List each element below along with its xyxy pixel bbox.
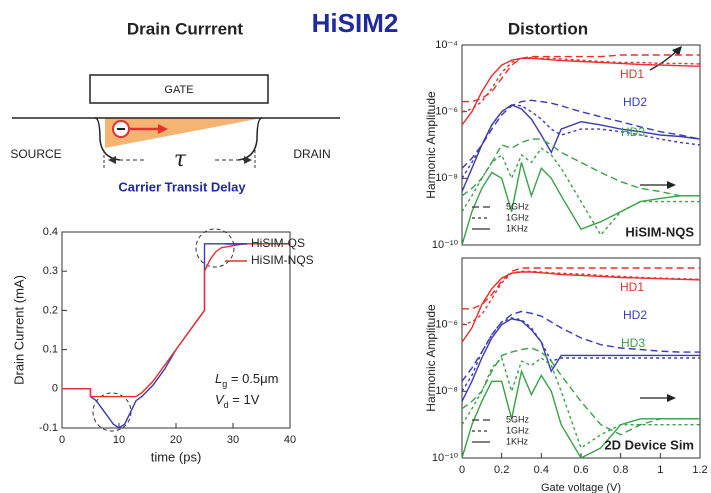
legend-label: 1KHz <box>506 223 529 233</box>
series-line <box>462 54 700 103</box>
y-tick-label: 0.1 <box>43 344 58 356</box>
x-tick-label: 1 <box>657 464 663 476</box>
x-tick-label: 0.6 <box>573 464 588 476</box>
series-line <box>62 243 290 429</box>
right-title: Distortion <box>508 19 588 38</box>
annotation-part: L <box>215 371 222 386</box>
left-title: Drain Currrent <box>127 19 244 38</box>
y-tick-label: 10⁻⁸ <box>435 385 458 397</box>
y-tick-label: 10⁻⁶ <box>435 106 458 118</box>
legend-label: HiSIM-QS <box>251 236 305 250</box>
drain-label: DRAIN <box>293 147 330 161</box>
series-line <box>461 347 700 436</box>
axis-arrow-head <box>667 181 676 189</box>
series-line <box>461 318 700 402</box>
plot-frame <box>461 44 701 246</box>
source-edge <box>12 117 121 161</box>
x-tick-label: 0 <box>59 434 65 446</box>
axis-arrow-head <box>667 394 676 402</box>
main-title: HiSIM2 <box>312 8 399 38</box>
series-line <box>462 267 700 310</box>
annotation: Vd = 1V <box>215 392 260 410</box>
annotation-part: = 0.5μm <box>227 371 278 386</box>
y-tick-label: 10⁻¹⁰ <box>432 239 459 251</box>
gate-label: GATE <box>164 84 193 96</box>
x-tick-label: 20 <box>170 434 182 446</box>
y-tick-label: 10⁻⁶ <box>435 319 458 331</box>
legend-label: 1GHz <box>506 425 530 435</box>
series-line <box>461 104 701 192</box>
y-tick-label: 10⁻⁴ <box>435 39 458 51</box>
y-tick-label: 10⁻⁸ <box>435 172 458 184</box>
series-line <box>461 147 700 237</box>
series-line <box>461 368 700 459</box>
tau-label: τ <box>174 147 187 172</box>
diagram-caption: Carrier Transit Delay <box>118 179 246 194</box>
x-tick-label: 0 <box>459 464 465 476</box>
x-tick-label: 30 <box>227 434 239 446</box>
chart-label: HiSIM-NQS <box>625 224 694 239</box>
annotation-part: V <box>215 392 225 407</box>
series-label: HD1 <box>620 67 644 81</box>
series-line <box>62 243 290 398</box>
legend-label: 5GHz <box>506 414 530 424</box>
series-label: HD1 <box>620 280 644 294</box>
highlight-circle <box>92 392 132 432</box>
y-tick-label: 0.4 <box>43 226 58 238</box>
chart-label: 2D Device Sim <box>604 437 694 452</box>
legend-label: 5GHz <box>506 201 530 211</box>
series-label: HD2 <box>623 308 647 322</box>
axis-arrow-head <box>672 46 682 56</box>
y-tick-label: -0.1 <box>39 422 58 434</box>
y-axis-label: Harmonic Amplitude <box>424 304 438 412</box>
legend-label: 1KHz <box>506 436 529 446</box>
device-diagram <box>12 74 340 168</box>
series-label: HD3 <box>621 336 645 350</box>
series-line <box>461 56 701 113</box>
axis-arrow <box>649 49 679 71</box>
x-tick-label: 0.4 <box>534 464 549 476</box>
series-line <box>461 99 701 169</box>
series-line <box>461 162 700 246</box>
series-line <box>461 317 700 392</box>
series-line <box>461 310 700 382</box>
y-tick-label: 0 <box>52 383 58 395</box>
gate <box>89 74 269 104</box>
y-axis-label: Harmonic Amplitude <box>424 91 438 199</box>
y-tick-label: 0.3 <box>43 265 58 277</box>
x-axis-label: time (ps) <box>151 449 202 464</box>
series-line <box>461 138 700 197</box>
legend-label: 1GHz <box>506 212 530 222</box>
drain-edge <box>237 117 340 161</box>
legend-label: HiSIM-NQS <box>251 253 314 267</box>
y-tick-label: 0.2 <box>43 304 58 316</box>
series-line <box>461 57 701 126</box>
source-label: SOURCE <box>10 147 61 161</box>
x-tick-label: 40 <box>284 434 296 446</box>
y-axis-label: Drain Current (mA) <box>11 275 26 385</box>
annotation: Lg = 0.5μm <box>215 371 278 389</box>
annotation-part: g <box>222 379 227 389</box>
x-tick-label: 1.2 <box>692 464 707 476</box>
annotation-part: = 1V <box>229 392 260 407</box>
highlight-circle <box>195 228 235 268</box>
x-axis-label: Gate voltage (V) <box>541 482 621 493</box>
series-line <box>461 271 701 343</box>
annotation-part: d <box>224 400 229 410</box>
x-tick-label: 10 <box>113 434 125 446</box>
tau-arrowhead <box>108 156 116 164</box>
series-line <box>461 356 700 450</box>
x-tick-label: 0.8 <box>613 464 628 476</box>
drift-arrowhead <box>158 124 168 134</box>
tau-arrowhead <box>244 156 252 164</box>
series-label: HD2 <box>623 95 647 109</box>
charge-region <box>105 118 262 148</box>
y-tick-label: 10⁻¹⁰ <box>432 452 459 464</box>
x-tick-label: 0.2 <box>494 464 509 476</box>
series-label: HD3 <box>621 125 645 139</box>
